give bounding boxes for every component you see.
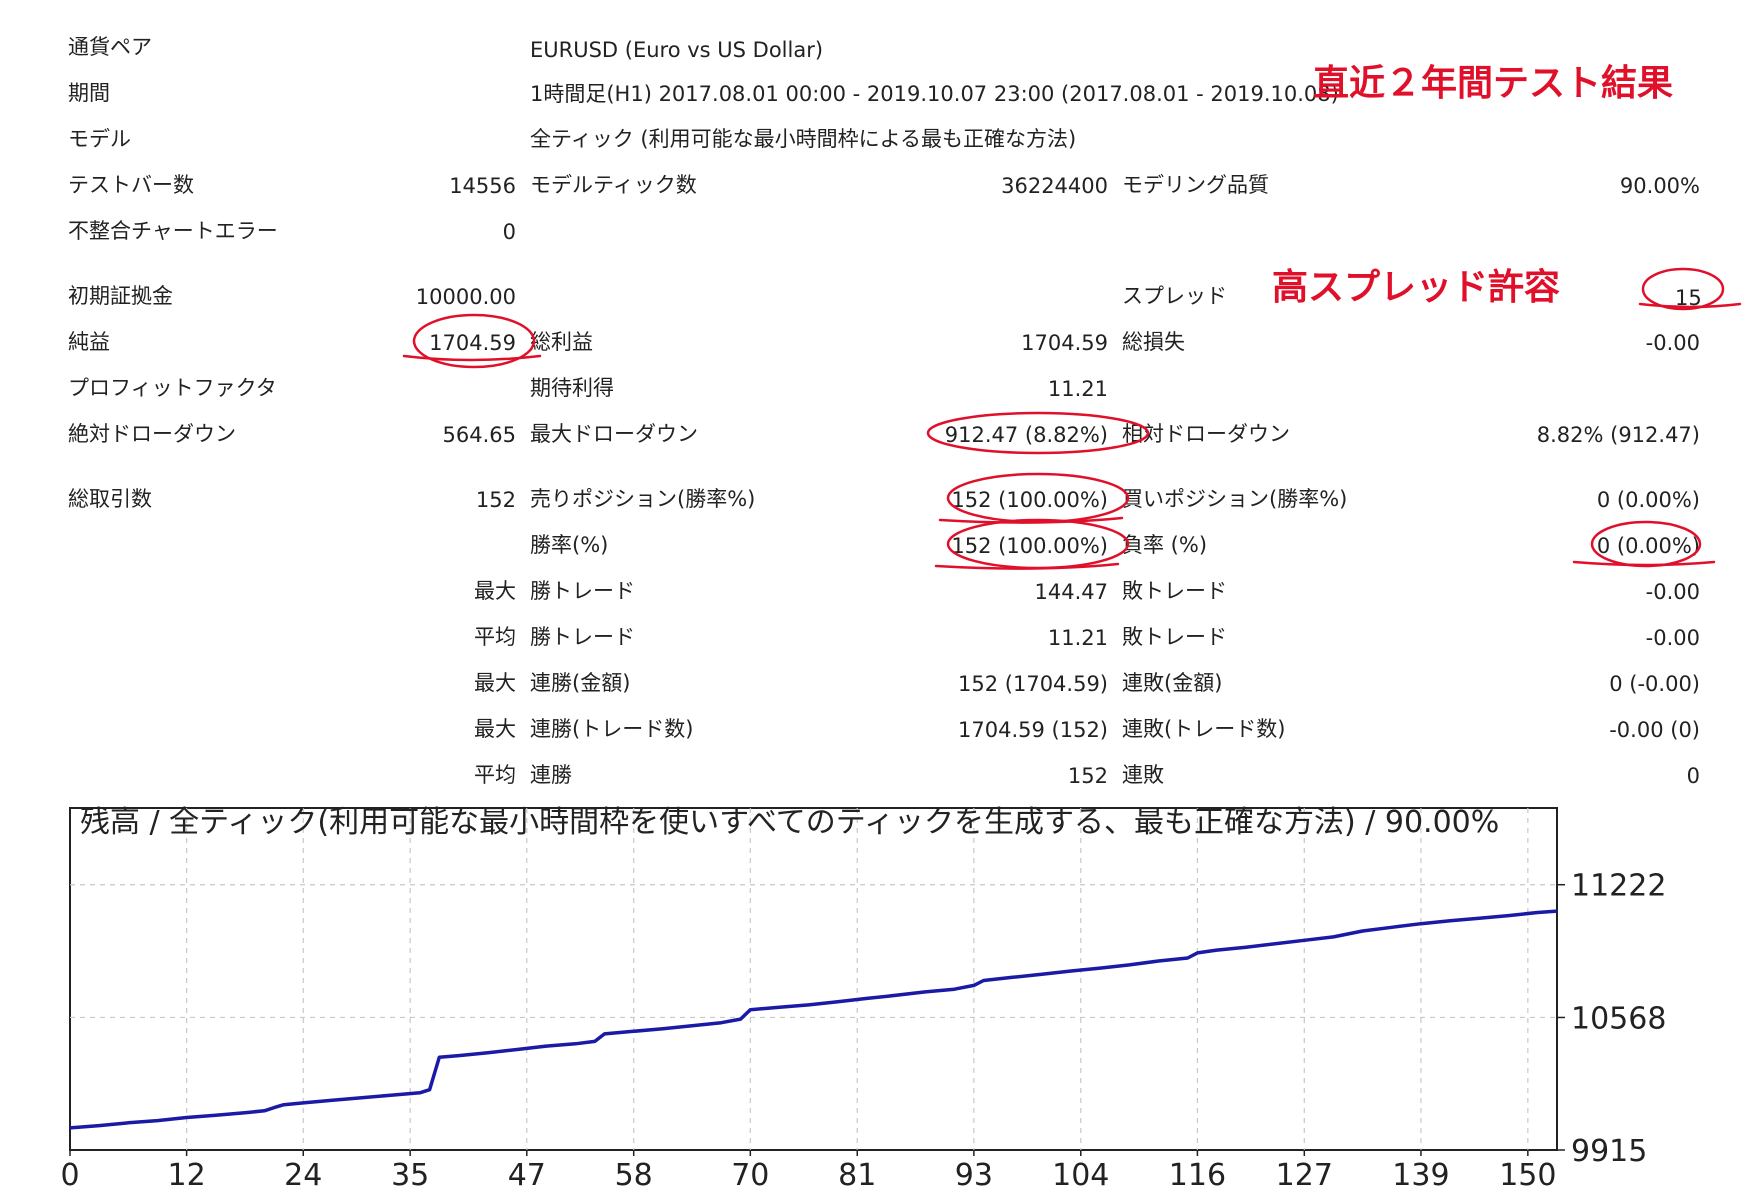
rel-dd-value: 8.82% (912.47) [1536, 423, 1700, 447]
spread-annotation: 高スプレッド許容 [1272, 267, 1561, 308]
mismatch-label: 不整合チャートエラー [68, 219, 278, 243]
model-label: モデル [68, 127, 131, 151]
x-tick-label: 58 [615, 1158, 653, 1193]
x-tick-label: 24 [284, 1158, 322, 1193]
pf-label: プロフィットファクタ [68, 376, 277, 400]
x-tick-label: 139 [1392, 1158, 1449, 1193]
x-tick-label: 35 [391, 1158, 429, 1193]
max-consec-loss-amt-label: 連敗(金額) [1122, 671, 1223, 695]
gross-profit-label: 総利益 [530, 330, 593, 354]
x-tick-label: 12 [168, 1158, 206, 1193]
rel-dd-label: 相対ドローダウン [1122, 422, 1290, 446]
ticks-value: 36224400 [1001, 174, 1108, 198]
x-tick-label: 0 [60, 1158, 79, 1193]
plot-area [69, 807, 1558, 1151]
deposit-value: 10000.00 [415, 285, 516, 309]
ticks-label: モデルティック数 [530, 173, 697, 197]
short-value: 152 (100.00%) [951, 488, 1108, 512]
gross-loss-value: -0.00 [1645, 331, 1700, 355]
pair-value: EURUSD (Euro vs US Dollar) [530, 38, 824, 62]
max-consec-loss-cnt-label: 連敗(トレード数) [1122, 717, 1286, 741]
largest-loss-label: 敗トレード [1122, 579, 1227, 603]
bars-value: 14556 [449, 174, 516, 198]
largest-loss-value: -0.00 [1645, 580, 1700, 604]
avg-consec-loss-label: 連敗 [1122, 763, 1164, 787]
mismatch-value: 0 [502, 220, 516, 244]
lossrate-label: 負率 (%) [1122, 533, 1208, 557]
max-consec-win-cnt-value: 1704.59 (152) [958, 718, 1108, 742]
max-consec-win-cnt-label: 連勝(トレード数) [530, 717, 694, 741]
x-tick-label: 116 [1169, 1158, 1226, 1193]
period-label: 期間 [68, 81, 110, 105]
avg-loss-value: -0.00 [1645, 626, 1700, 650]
short-label: 売りポジション(勝率%) [530, 487, 756, 511]
avg-prefix-1: 平均 [474, 625, 516, 649]
max-consec-loss-cnt-value: -0.00 (0) [1609, 718, 1700, 742]
trades-value: 152 [475, 488, 516, 512]
expected-label: 期待利得 [530, 376, 614, 400]
abs-dd-value: 564.65 [442, 423, 516, 447]
quality-label: モデリング品質 [1122, 173, 1269, 197]
y-tick-label: 11222 [1571, 869, 1666, 904]
long-value: 0 (0.00%) [1596, 488, 1700, 512]
max-prefix-3: 最大 [474, 717, 516, 741]
report-table: 通貨ペア EURUSD (Euro vs US Dollar) 期間 1時間足(… [68, 35, 1702, 788]
bars-label: テストバー数 [68, 173, 194, 197]
x-tick-label: 104 [1052, 1158, 1109, 1193]
deposit-label: 初期証拠金 [68, 284, 173, 308]
largest-win-label: 勝トレード [530, 579, 635, 603]
gross-loss-label: 総損失 [1122, 330, 1185, 354]
balance-chart: 0 12 24 35 47 58 70 81 93 104 116 127 139 150 11222 105… [0, 795, 1749, 1200]
avg-win-value: 11.21 [1047, 626, 1108, 650]
x-tick-label: 127 [1276, 1158, 1333, 1193]
winrate-value: 152 (100.00%) [951, 534, 1108, 558]
max-prefix-2: 最大 [474, 671, 516, 695]
gross-profit-value: 1704.59 [1021, 331, 1108, 355]
y-tick-label: 9915 [1571, 1134, 1647, 1169]
largest-win-value: 144.47 [1034, 580, 1108, 604]
x-tick-label: 81 [838, 1158, 876, 1193]
lossrate-value: 0 (0.00%) [1596, 534, 1700, 558]
chart-title: 残高 / 全ティック(利用可能な最小時間枠を使いすべてのティックを生成する、最も… [80, 805, 1500, 840]
avg-win-label: 勝トレード [530, 625, 635, 649]
abs-dd-label: 絶対ドローダウン [68, 422, 236, 446]
winrate-label: 勝率(%) [530, 533, 609, 557]
x-tick-label: 47 [508, 1158, 546, 1193]
quality-value: 90.00% [1619, 174, 1700, 198]
max-dd-value: 912.47 (8.82%) [944, 423, 1108, 447]
y-tick-label: 10568 [1571, 1001, 1666, 1036]
pair-label: 通貨ペア [68, 35, 152, 59]
x-tick-label: 93 [955, 1158, 993, 1193]
spread-label: スプレッド [1122, 284, 1227, 308]
spread-value: 15 [1675, 286, 1702, 310]
max-dd-label: 最大ドローダウン [530, 422, 698, 446]
max-consec-loss-amt-value: 0 (-0.00) [1609, 672, 1700, 696]
model-value: 全ティック (利用可能な最小時間枠による最も正確な方法) [530, 127, 1077, 151]
expected-value: 11.21 [1047, 377, 1108, 401]
avg-prefix-2: 平均 [474, 763, 516, 787]
net-value: 1704.59 [429, 331, 516, 355]
avg-consec-win-value: 152 [1067, 764, 1108, 788]
x-tick-label: 150 [1499, 1158, 1556, 1193]
max-consec-win-amt-label: 連勝(金額) [530, 671, 631, 695]
max-prefix-1: 最大 [474, 579, 516, 603]
balance-chart-svg: 0 12 24 35 47 58 70 81 93 104 116 127 139 150 11222 105… [60, 807, 1666, 1193]
trades-label: 総取引数 [68, 487, 152, 511]
avg-consec-win-label: 連勝 [530, 763, 572, 787]
period-value: 1時間足(H1) 2017.08.01 00:00 - 2019.10.07 2… [530, 82, 1339, 106]
avg-consec-loss-value: 0 [1686, 764, 1700, 788]
max-consec-win-amt-value: 152 (1704.59) [958, 672, 1108, 696]
avg-loss-label: 敗トレード [1122, 625, 1227, 649]
headline-annotation: 直近２年間テスト結果 [1313, 63, 1674, 104]
balance-line [69, 909, 1558, 1130]
x-tick-label: 70 [731, 1158, 769, 1193]
long-label: 買いポジション(勝率%) [1122, 487, 1348, 511]
net-label: 純益 [68, 330, 110, 354]
